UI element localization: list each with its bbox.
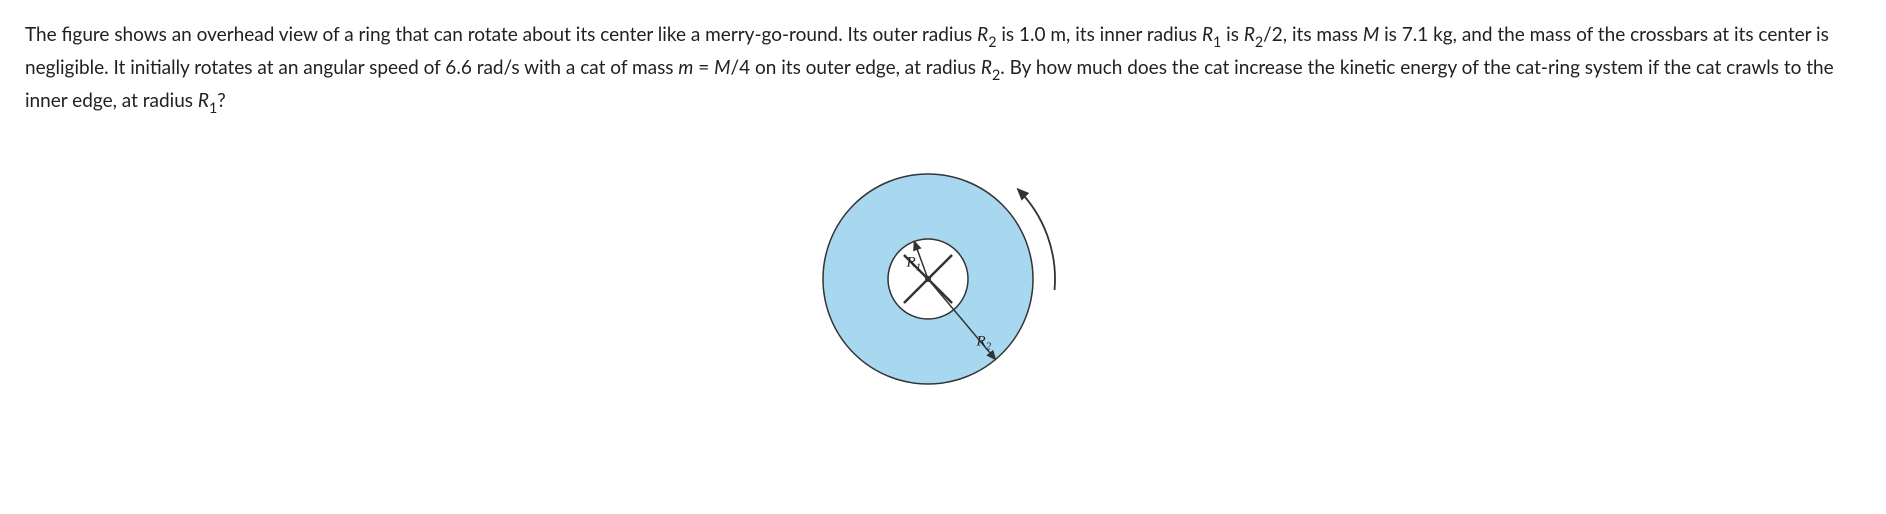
sub-1: 1 xyxy=(1213,34,1221,51)
var-R1: R xyxy=(1202,23,1213,46)
var-m: m xyxy=(678,56,693,79)
var-M: M xyxy=(714,56,730,79)
text-segment: = xyxy=(693,56,714,79)
sub-2: 2 xyxy=(992,67,1000,84)
var-R2: R xyxy=(1244,23,1255,46)
sub-2: 2 xyxy=(1255,34,1263,51)
text-segment: /2, its mass xyxy=(1263,23,1363,46)
text-segment: /4 on its outer edge, at radius xyxy=(730,56,980,79)
text-segment: is 1.0 m, its inner radius xyxy=(996,23,1201,46)
sub-2: 2 xyxy=(988,34,996,51)
var-M: M xyxy=(1363,23,1379,46)
text-segment: The figure shows an overhead view of a r… xyxy=(25,23,977,46)
text-segment: ? xyxy=(217,89,226,112)
text-segment: is xyxy=(1221,23,1244,46)
var-R2: R xyxy=(977,23,988,46)
question-text: The figure shows an overhead view of a r… xyxy=(25,20,1861,119)
var-R1: R xyxy=(198,89,209,112)
figure-container: R1R2 xyxy=(25,149,1861,417)
var-R2: R xyxy=(981,56,992,79)
sub-1: 1 xyxy=(209,100,217,117)
ring-diagram: R1R2 xyxy=(793,149,1093,409)
ring-figure: R1R2 xyxy=(793,149,1093,417)
